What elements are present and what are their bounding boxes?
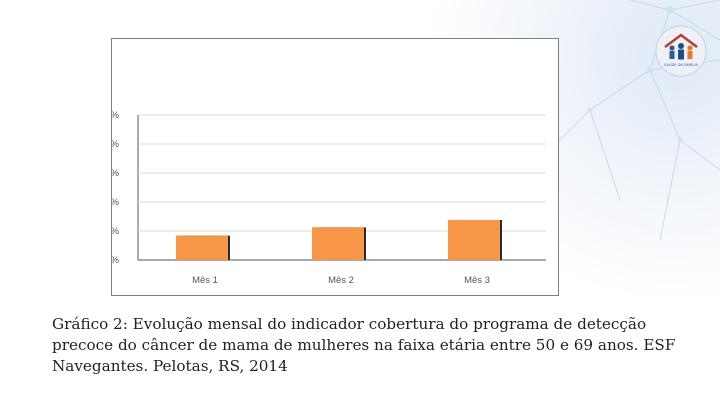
bar-chart: 100,0%80,0%60,0%40,0%20,0%0,0% Mês 1Mês … [112, 110, 546, 286]
x-category-label: Mês 2 [328, 275, 354, 286]
x-category-label: Mês 3 [464, 275, 490, 286]
bar [448, 219, 500, 260]
y-tick-label: 20,0% [112, 226, 120, 237]
bar [312, 227, 364, 260]
y-tick-label: 60,0% [112, 168, 120, 179]
chart-caption: Gráfico 2: Evolução mensal do indicador … [52, 315, 676, 375]
chart-frame: 100,0%80,0%60,0%40,0%20,0%0,0% Mês 1Mês … [111, 38, 559, 296]
y-tick-label: 80,0% [112, 139, 120, 150]
x-category-labels: Mês 1 Mês 2 Mês 3 [192, 275, 490, 286]
family-house-logo-icon: SAÚDE DA FAMÍLIA [655, 25, 707, 77]
y-tick-label: 100,0% [112, 110, 120, 121]
y-tick-label: 40,0% [112, 197, 120, 208]
logo-text: SAÚDE DA FAMÍLIA [664, 62, 698, 67]
background-network-lines [539, 0, 720, 241]
bar [176, 235, 228, 260]
x-category-label: Mês 1 [192, 275, 218, 286]
bars [176, 219, 502, 260]
y-tick-labels: 100,0% 80,0% 60,0% 40,0% 20,0% 0,0% [112, 110, 120, 266]
y-tick-label: 0,0% [112, 255, 120, 266]
